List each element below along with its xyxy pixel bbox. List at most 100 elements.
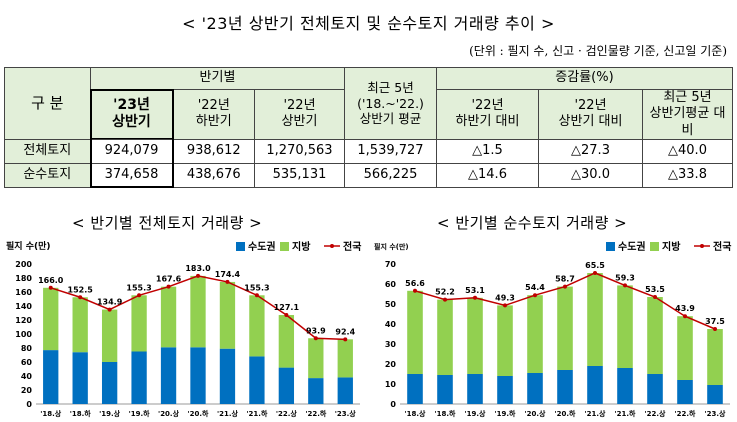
bar-metro [407, 374, 423, 404]
y-tick-label: 40 [385, 320, 397, 329]
y-tick-label: 180 [15, 274, 32, 283]
cell-value: 938,612 [172, 138, 255, 164]
legend-swatch [236, 242, 245, 251]
data-label: 167.6 [156, 275, 182, 284]
data-label: 166.0 [38, 276, 64, 285]
point-total [533, 293, 537, 298]
cell-rate: △27.3 [538, 138, 643, 164]
x-tick-label: '18.하 [435, 409, 457, 418]
point-total [225, 279, 230, 284]
bar-local [467, 297, 483, 374]
x-tick-label: '20.상 [158, 409, 180, 418]
point-total [563, 284, 567, 289]
bar-metro [131, 351, 147, 404]
point-total [196, 273, 200, 278]
bar-metro [677, 380, 693, 404]
y-axis-label: 필지 수(만) [374, 242, 409, 251]
data-label: 155.3 [126, 283, 151, 292]
col-22h1: '22년 상반기 [254, 89, 345, 140]
bar-local [219, 281, 236, 349]
cell-rate: △14.6 [436, 162, 539, 188]
y-tick-label: 20 [385, 360, 397, 369]
bar-metro [308, 378, 324, 404]
bar-metro [587, 366, 603, 404]
bar-local [557, 286, 573, 370]
data-label: 174.4 [215, 270, 241, 279]
data-label: 127.1 [274, 303, 300, 312]
x-tick-label: '19.하 [495, 409, 517, 418]
y-tick-label: 0 [26, 400, 32, 409]
data-label: 54.4 [525, 283, 545, 292]
page-title: < '23년 상반기 전체토지 및 순수토지 거래량 추이 > [182, 14, 555, 33]
chart-2-subtitle: < 반기별 순수토지 거래량 > [437, 214, 628, 232]
x-tick-label: '21.상 [217, 409, 239, 418]
data-label: 183.0 [185, 264, 211, 273]
data-label: 59.3 [615, 273, 635, 282]
data-label: 155.3 [244, 283, 269, 292]
point-total [254, 293, 259, 298]
cell-value: 1,270,563 [254, 138, 345, 164]
bar-local [337, 339, 353, 378]
legend-label: 전국 [713, 240, 731, 253]
bar-metro [617, 368, 633, 404]
x-tick-label: '21.하 [615, 409, 637, 418]
point-total [683, 314, 687, 319]
y-axis-label: 필지 수(만) [6, 240, 50, 252]
chart-1-subtitle: < 반기별 전체토지 거래량 > [72, 214, 263, 232]
bar-local [101, 309, 118, 362]
x-tick-label: '20.하 [555, 409, 577, 418]
row-label: 순수토지 [4, 162, 91, 188]
x-tick-label: '21.하 [246, 409, 268, 418]
group-recent-header: 최근 5년 ('18.~'22.) 상반기 평균 [344, 67, 437, 140]
data-label: 52.2 [435, 288, 455, 297]
bar-local [160, 286, 177, 348]
col-23h1: '23년 상반기 [89, 88, 174, 141]
summary-table: 구 분 반기별 최근 5년 ('18.~'22.) 상반기 평균 증감률(%) … [4, 67, 733, 189]
legend-marker [330, 244, 334, 248]
legend-label: 수도권 [618, 241, 646, 253]
y-tick-label: 200 [15, 260, 32, 269]
bar-metro [278, 367, 295, 404]
table-row: 순수토지 374,658 438,676 535,131 566,225 △14… [4, 162, 733, 189]
legend-swatch [606, 242, 615, 251]
col-rate-5yr: 최근 5년 상반기평균 대비 [642, 89, 733, 140]
x-tick-label: '21.상 [585, 409, 607, 418]
y-tick-label: 20 [21, 386, 33, 395]
bar-metro [101, 362, 118, 404]
bar-local [190, 275, 206, 348]
y-tick-label: 10 [385, 380, 397, 389]
bar-local [617, 285, 633, 368]
y-tick-label: 120 [15, 316, 32, 325]
legend-label: 전국 [343, 240, 361, 253]
cell-rate: △30.0 [538, 162, 643, 188]
bar-metro [497, 376, 513, 404]
legend-swatch [280, 242, 289, 251]
point-total [623, 283, 627, 288]
group-half-header: 반기별 [90, 67, 345, 90]
x-tick-label: '23.상 [705, 409, 727, 418]
x-tick-label: '18.상 [405, 409, 427, 418]
bar-metro [160, 347, 177, 404]
bar-local [43, 287, 59, 351]
bar-local [647, 297, 663, 374]
cell-rate: △33.8 [642, 162, 733, 188]
legend-label: 수도권 [248, 241, 276, 253]
point-total [503, 303, 507, 308]
point-total [713, 327, 717, 331]
y-tick-label: 70 [385, 260, 397, 269]
point-total [443, 297, 447, 302]
group-rate-header: 증감률(%) [436, 67, 733, 90]
point-total [137, 293, 142, 298]
table-corner: 구 분 [4, 67, 91, 140]
point-total [343, 337, 348, 342]
x-tick-label: '18.상 [40, 409, 62, 418]
cell-rate: △40.0 [642, 138, 733, 164]
y-tick-label: 140 [15, 302, 32, 311]
bar-local [249, 295, 265, 357]
cell-value: 535,131 [254, 162, 345, 188]
bar-metro [437, 375, 453, 404]
bar-local [72, 297, 88, 353]
bar-local [308, 338, 324, 379]
x-tick-label: '22.상 [645, 409, 667, 418]
y-tick-label: 50 [385, 300, 397, 309]
